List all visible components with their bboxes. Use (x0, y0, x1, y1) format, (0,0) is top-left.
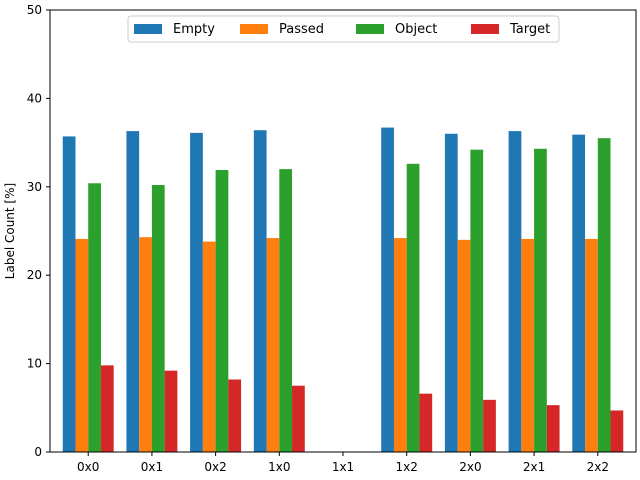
bar-object-0x2 (215, 170, 229, 452)
legend-swatch-object (356, 24, 384, 34)
bar-target-0x0 (100, 365, 114, 452)
bar-target-2x2 (610, 410, 624, 452)
bars-layer (62, 127, 624, 453)
x-tick-label: 0x0 (77, 460, 99, 474)
bar-object-2x0 (470, 149, 484, 452)
bar-empty-1x2 (381, 127, 394, 453)
bar-target-2x1 (546, 405, 560, 452)
bar-empty-0x0 (62, 136, 76, 453)
bar-empty-2x2 (572, 134, 586, 453)
bar-passed-2x0 (457, 239, 471, 452)
legend-swatch-passed (240, 24, 268, 34)
bar-passed-0x1 (139, 237, 152, 452)
legend-swatch-target (471, 24, 499, 34)
y-tick-label: 0 (34, 445, 42, 459)
bar-object-1x2 (406, 163, 420, 453)
legend-label-empty: Empty (173, 22, 215, 37)
bar-passed-2x1 (521, 238, 535, 452)
legend-label-target: Target (509, 22, 550, 37)
bar-empty-2x1 (508, 131, 522, 452)
bar-target-0x1 (164, 370, 178, 452)
x-tick-label: 1x1 (332, 460, 354, 474)
y-tick-label: 40 (27, 91, 42, 105)
y-tick-label: 20 (27, 268, 42, 282)
bar-passed-1x0 (266, 238, 280, 452)
bar-empty-1x0 (253, 130, 267, 452)
bar-empty-0x2 (190, 132, 203, 452)
bar-object-2x2 (597, 138, 611, 452)
x-tick-label: 2x0 (459, 460, 481, 474)
y-axis-label: Label Count [%] (3, 183, 17, 279)
bar-object-1x0 (279, 169, 293, 452)
bar-target-1x0 (292, 385, 305, 452)
bar-target-2x0 (483, 399, 496, 452)
legend-frame (127, 15, 560, 43)
bar-empty-0x1 (126, 131, 140, 452)
bar-passed-2x2 (585, 238, 598, 452)
bar-passed-1x2 (393, 238, 407, 452)
legend: Empty Passed Object Target (127, 15, 560, 43)
x-tick-label: 2x1 (523, 460, 545, 474)
bar-passed-0x0 (75, 238, 89, 452)
bar-object-2x1 (534, 148, 547, 452)
y-tick-label: 30 (27, 180, 42, 194)
legend-label-passed: Passed (279, 22, 324, 37)
x-tick-label: 1x0 (268, 460, 290, 474)
bar-object-0x0 (88, 183, 101, 452)
bar-passed-0x2 (202, 241, 216, 452)
axes-layer: 0 10 20 30 40 50 0x0 0x1 0x2 1x0 1x1 1x2 2x0 2x1 2x2 (27, 3, 637, 474)
legend-swatch-empty (134, 24, 162, 34)
x-tick-label: 2x2 (587, 460, 609, 474)
legend-label-object: Object (395, 22, 437, 37)
y-tick-label: 50 (27, 3, 42, 17)
y-tick-label: 10 (27, 357, 42, 371)
bar-target-1x2 (419, 393, 433, 452)
x-tick-label: 1x2 (396, 460, 418, 474)
bar-object-0x1 (151, 185, 165, 453)
bar-empty-2x0 (444, 133, 458, 452)
x-tick-label: 0x2 (204, 460, 226, 474)
bar-target-0x2 (228, 379, 242, 452)
x-tick-label: 0x1 (141, 460, 163, 474)
